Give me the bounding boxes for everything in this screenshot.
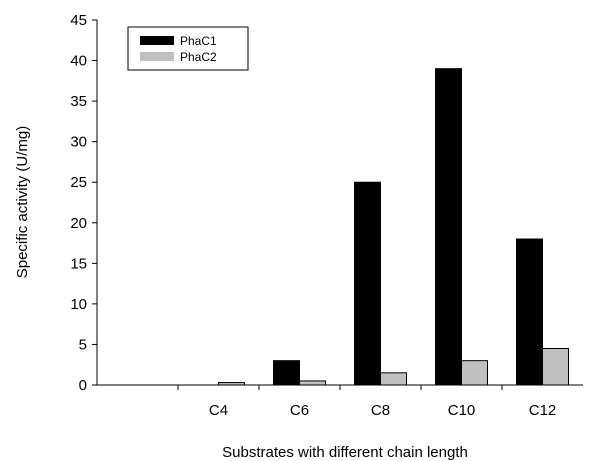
legend: PhaC1 PhaC2: [127, 26, 249, 71]
bars: [218, 68, 569, 386]
y-tick-label: 10: [70, 296, 87, 313]
y-ticks: 0 5 10 15 20 25 30 35 40 45: [70, 12, 97, 394]
y-tick-label: 0: [79, 377, 87, 394]
bar-phac2-c10: [461, 360, 488, 386]
x-tick-label: C4: [209, 402, 228, 419]
y-tick-label: 40: [70, 53, 87, 70]
bar-phac2-c12: [542, 348, 569, 386]
y-tick-label: 5: [79, 336, 87, 353]
bar-phac2-c4: [218, 382, 245, 386]
bar-phac1-c10: [435, 68, 462, 386]
x-tick-label: C8: [371, 402, 390, 419]
y-tick-label: 25: [70, 174, 87, 191]
bar-phac1-c12: [516, 238, 543, 386]
x-tick-label: C6: [290, 402, 309, 419]
y-tick-label: 15: [70, 255, 87, 272]
bar-phac1-c8: [354, 181, 381, 386]
y-axis-title: Specific activity (U/mg): [14, 126, 31, 279]
x-ticks: C4 C6 C8 C10 C12: [177, 385, 557, 419]
axes: [96, 20, 583, 386]
bar-phac2-c8: [380, 372, 407, 386]
x-tick-label: C12: [529, 402, 557, 419]
y-tick-label: 45: [70, 12, 87, 29]
bar-phac1-c6: [273, 360, 300, 386]
x-axis-title: Substrates with different chain length: [222, 444, 468, 461]
y-tick-label: 35: [70, 93, 87, 110]
x-tick-label: C10: [448, 402, 476, 419]
y-tick-label: 30: [70, 134, 87, 151]
legend-label-phac2: PhaC2: [180, 50, 217, 64]
legend-box: [127, 26, 249, 71]
y-tick-label: 20: [70, 215, 87, 232]
legend-swatch-phac2: [140, 52, 174, 61]
bar-phac2-c6: [299, 380, 326, 386]
legend-swatch-phac1: [140, 36, 174, 45]
legend-label-phac1: PhaC1: [180, 34, 217, 48]
